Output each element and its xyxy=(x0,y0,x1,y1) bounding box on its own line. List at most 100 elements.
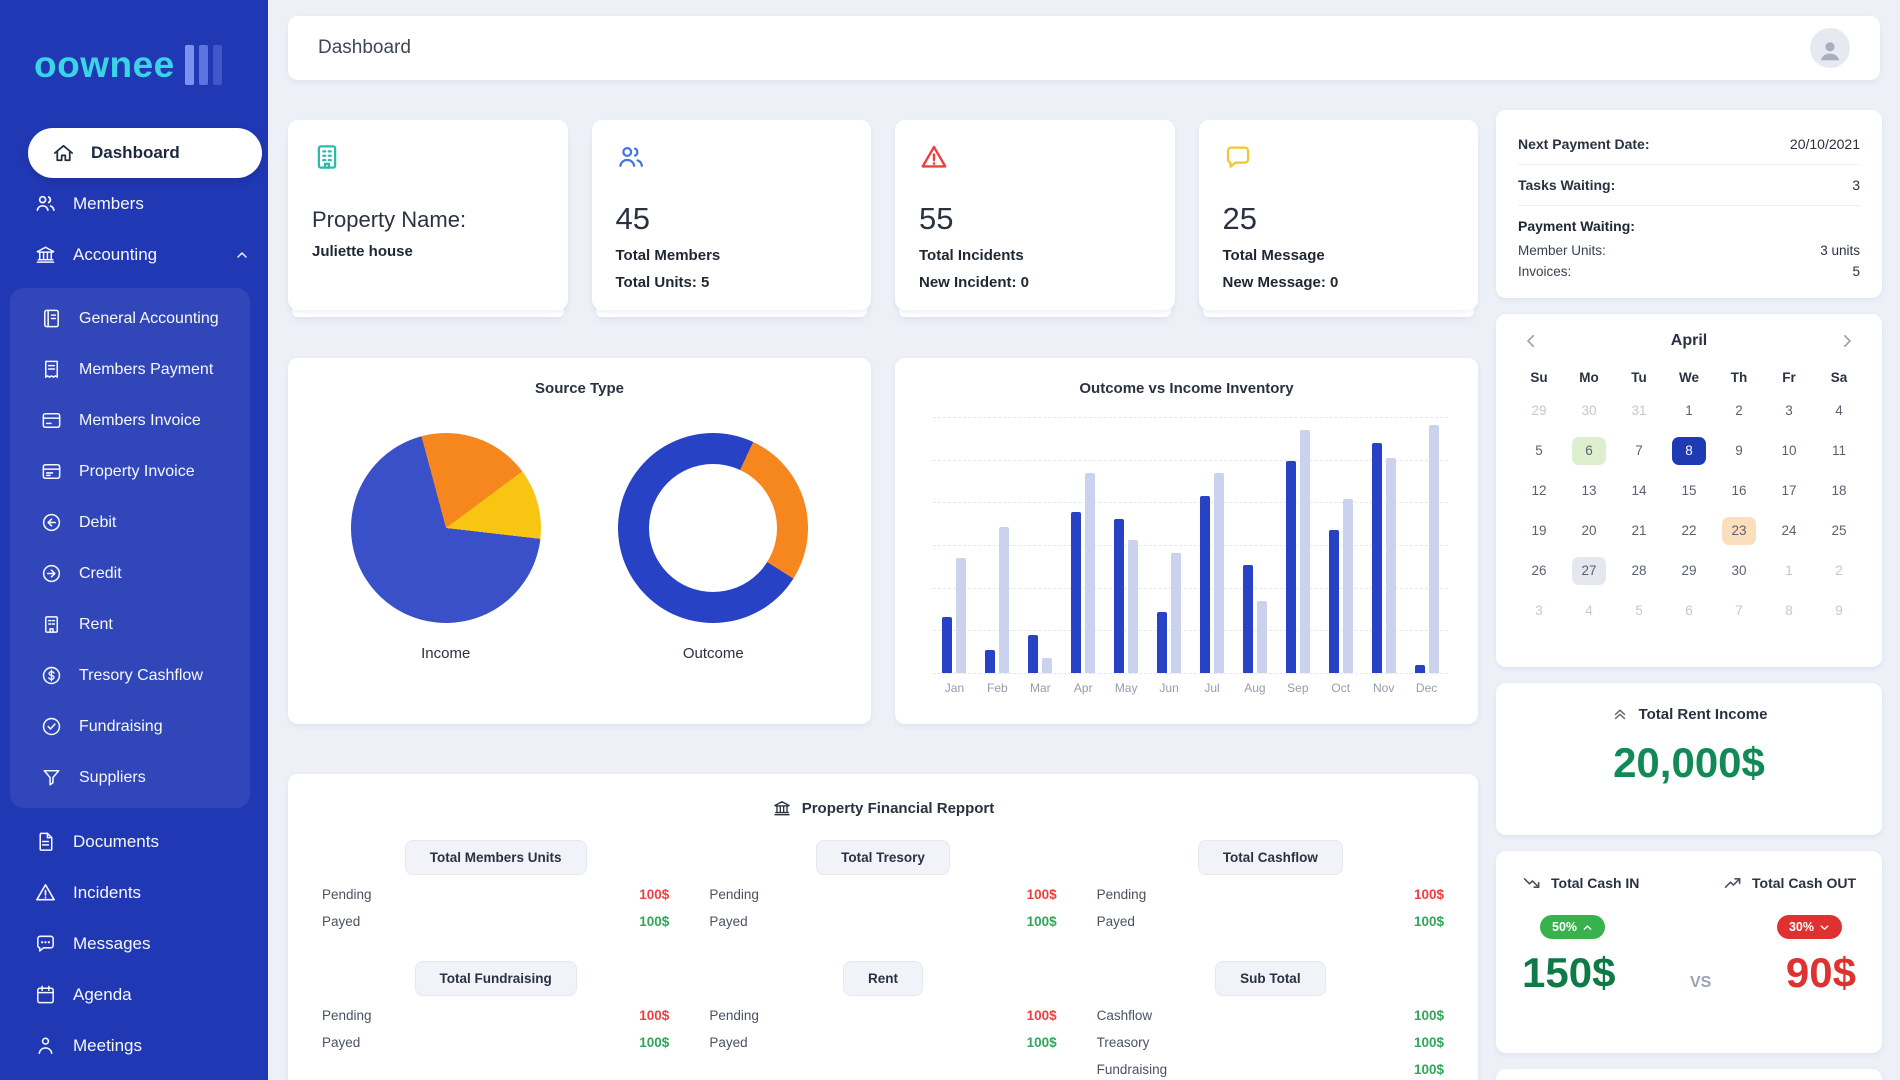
calendar-day-8[interactable]: 8 xyxy=(1764,591,1814,631)
calendar-day-31[interactable]: 31 xyxy=(1614,391,1664,431)
calendar-day-2[interactable]: 2 xyxy=(1714,391,1764,431)
payment-section-rows: Member Units: 3 units Invoices: 5 xyxy=(1518,240,1860,282)
sidebar-item-members-invoice[interactable]: Members Invoice xyxy=(10,395,250,446)
calendar-day-6[interactable]: 6 xyxy=(1564,431,1614,471)
outcome-income-chart-card: Outcome vs Income Inventory Jan Feb Mar Apr… xyxy=(895,358,1478,724)
sidebar-item-messages[interactable]: Messages xyxy=(0,918,268,969)
sidebar-item-label: Credit xyxy=(79,564,122,582)
financial-block-total-fundraising: Total Fundraising Pending 100$ Payed 100$ xyxy=(322,961,669,1077)
day-number: 8 xyxy=(1672,437,1706,465)
sidebar-item-members[interactable]: Members xyxy=(0,178,268,229)
calendar-day-17[interactable]: 17 xyxy=(1764,471,1814,511)
calendar-day-22[interactable]: 22 xyxy=(1664,511,1714,551)
sidebar-item-tresory-cashflow[interactable]: Tresory Cashflow xyxy=(10,650,250,701)
calendar-day-9[interactable]: 9 xyxy=(1714,431,1764,471)
avatar[interactable] xyxy=(1810,28,1850,68)
sidebar-item-documents[interactable]: Documents xyxy=(0,816,268,867)
calendar-day-30[interactable]: 30 xyxy=(1714,551,1764,591)
calendar-day-16[interactable]: 16 xyxy=(1714,471,1764,511)
sidebar-item-property-invoice[interactable]: Property Invoice xyxy=(10,446,250,497)
logo-text: oownee xyxy=(34,44,175,85)
cash-in-value: 150$ xyxy=(1522,949,1616,996)
calendar-day-11[interactable]: 11 xyxy=(1814,431,1864,471)
sidebar-item-credit[interactable]: Credit xyxy=(10,548,250,599)
sidebar-item-fundraising[interactable]: Fundraising xyxy=(10,701,250,752)
calendar-day-14[interactable]: 14 xyxy=(1614,471,1664,511)
sidebar-item-meetings[interactable]: Meetings xyxy=(0,1020,268,1071)
x-axis-label: Oct xyxy=(1331,681,1351,695)
sidebar-item-members-payment[interactable]: Members Payment xyxy=(10,344,250,395)
financial-row-payed: Payed 100$ xyxy=(322,914,669,929)
sidebar: oownee Dashboard Members Accounting General… xyxy=(0,0,268,1080)
calendar-day-7[interactable]: 7 xyxy=(1714,591,1764,631)
calendar-day-5[interactable]: 5 xyxy=(1514,431,1564,471)
stat-label: Juliette house xyxy=(312,243,413,260)
user-icon xyxy=(1817,37,1843,63)
calendar-day-29[interactable]: 29 xyxy=(1664,551,1714,591)
calendar-day-23[interactable]: 23 xyxy=(1714,511,1764,551)
stat-primary-value: Property Name: xyxy=(312,207,467,232)
calendar-day-8[interactable]: 8 xyxy=(1664,431,1714,471)
sidebar-item-suppliers[interactable]: Suppliers xyxy=(10,752,250,803)
calendar-card: April Su Mo Tu We Th Fr Sa 29 30 31 1 2 3 4 5 6 7 8 9 10 11… xyxy=(1496,314,1882,667)
calendar-day-1[interactable]: 1 xyxy=(1764,551,1814,591)
calendar-day-12[interactable]: 12 xyxy=(1514,471,1564,511)
calendar-day-9[interactable]: 9 xyxy=(1814,591,1864,631)
sidebar-item-accounting[interactable]: Accounting xyxy=(0,229,268,280)
calendar-day-10[interactable]: 10 xyxy=(1764,431,1814,471)
calendar-prev-button[interactable] xyxy=(1522,332,1540,350)
calendar-day-29[interactable]: 29 xyxy=(1514,391,1564,431)
income-pie-figure: Income xyxy=(350,433,541,662)
calendar-day-4[interactable]: 4 xyxy=(1564,591,1614,631)
gridline xyxy=(933,545,1448,546)
cashflow-icon xyxy=(40,664,63,687)
calendar-day-5[interactable]: 5 xyxy=(1614,591,1664,631)
calendar-day-30[interactable]: 30 xyxy=(1564,391,1614,431)
calendar-day-3[interactable]: 3 xyxy=(1764,391,1814,431)
calendar-day-15[interactable]: 15 xyxy=(1664,471,1714,511)
calendar-day-2[interactable]: 2 xyxy=(1814,551,1864,591)
sidebar-item-general-accounting[interactable]: General Accounting xyxy=(10,293,250,344)
sidebar-item-debit[interactable]: Debit xyxy=(10,497,250,548)
documents-icon xyxy=(34,830,57,853)
stat-label: Total Members xyxy=(615,247,721,264)
calendar-day-1[interactable]: 1 xyxy=(1664,391,1714,431)
figure-label: Income xyxy=(421,645,471,662)
calendar-day-3[interactable]: 3 xyxy=(1514,591,1564,631)
sidebar-item-label: Members Invoice xyxy=(79,411,201,429)
day-number: 27 xyxy=(1572,557,1606,585)
x-axis-label: Jun xyxy=(1159,681,1179,695)
financial-row-pending: Pending 100$ xyxy=(709,887,1056,902)
pie-chart-graphic xyxy=(350,433,541,623)
calendar-day-20[interactable]: 20 xyxy=(1564,511,1614,551)
calendar-day-4[interactable]: 4 xyxy=(1814,391,1864,431)
x-axis-label: Aug xyxy=(1244,681,1266,695)
sidebar-item-agenda[interactable]: Agenda xyxy=(0,969,268,1020)
sidebar-item-rent[interactable]: Rent xyxy=(10,599,250,650)
calendar-day-27[interactable]: 27 xyxy=(1564,551,1614,591)
bar-outcome-nov xyxy=(1385,457,1396,673)
calendar-day-7[interactable]: 7 xyxy=(1614,431,1664,471)
calendar-day-24[interactable]: 24 xyxy=(1764,511,1814,551)
calendar-day-28[interactable]: 28 xyxy=(1614,551,1664,591)
calendar-day-21[interactable]: 21 xyxy=(1614,511,1664,551)
calendar-day-18[interactable]: 18 xyxy=(1814,471,1864,511)
calendar-day-26[interactable]: 26 xyxy=(1514,551,1564,591)
day-number: 8 xyxy=(1785,603,1793,618)
day-number: 10 xyxy=(1781,443,1797,458)
cash-out-badge: 30% xyxy=(1776,915,1842,939)
x-axis-label: Sep xyxy=(1287,681,1309,695)
day-number: 22 xyxy=(1681,523,1697,538)
calendar-day-19[interactable]: 19 xyxy=(1514,511,1564,551)
sidebar-item-dashboard[interactable]: Dashboard xyxy=(28,128,262,178)
day-number: 3 xyxy=(1785,403,1793,418)
sidebar-item-incidents[interactable]: Incidents xyxy=(0,867,268,918)
day-number: 14 xyxy=(1631,483,1647,498)
calendar-day-6[interactable]: 6 xyxy=(1664,591,1714,631)
suppliers-icon xyxy=(40,766,63,789)
calendar-next-button[interactable] xyxy=(1838,332,1856,350)
calendar-day-25[interactable]: 25 xyxy=(1814,511,1864,551)
bar-chart-plot xyxy=(933,417,1448,674)
calendar-day-13[interactable]: 13 xyxy=(1564,471,1614,511)
bar-outcome-may xyxy=(1128,539,1139,673)
